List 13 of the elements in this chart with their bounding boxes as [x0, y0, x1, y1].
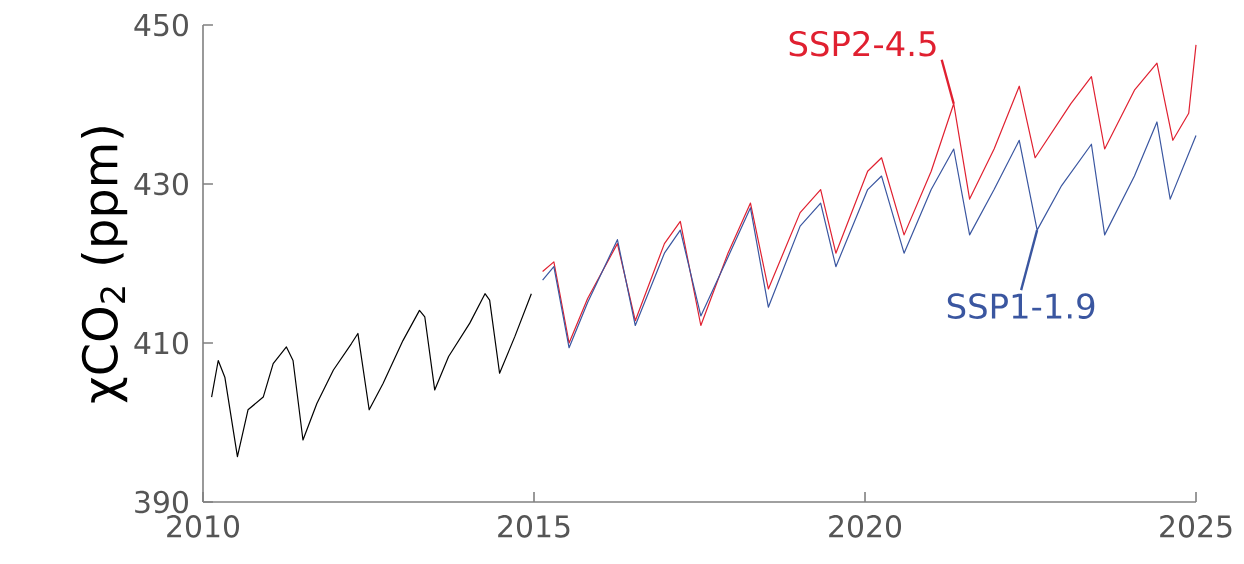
y-tick-label: 390 — [135, 490, 188, 514]
y-tick-label: 450 — [134, 13, 188, 37]
legend-label: SSP1-1.9 — [947, 293, 1095, 319]
y-tick-label: 430 — [134, 172, 188, 196]
x-tick-label: 2015 — [498, 515, 570, 538]
x-tick-label: 2025 — [1160, 515, 1232, 538]
line-series — [542, 121, 1197, 349]
series-label: SSP2-4.5 — [789, 30, 936, 57]
x-tick-label: 2020 — [829, 515, 902, 538]
x-tick-label: 2010 — [167, 515, 240, 538]
y-tick-label: 410 — [134, 331, 188, 355]
line-series — [211, 293, 532, 458]
y-axis-title: χCO$_{2}$ (ppm) — [80, 127, 128, 403]
